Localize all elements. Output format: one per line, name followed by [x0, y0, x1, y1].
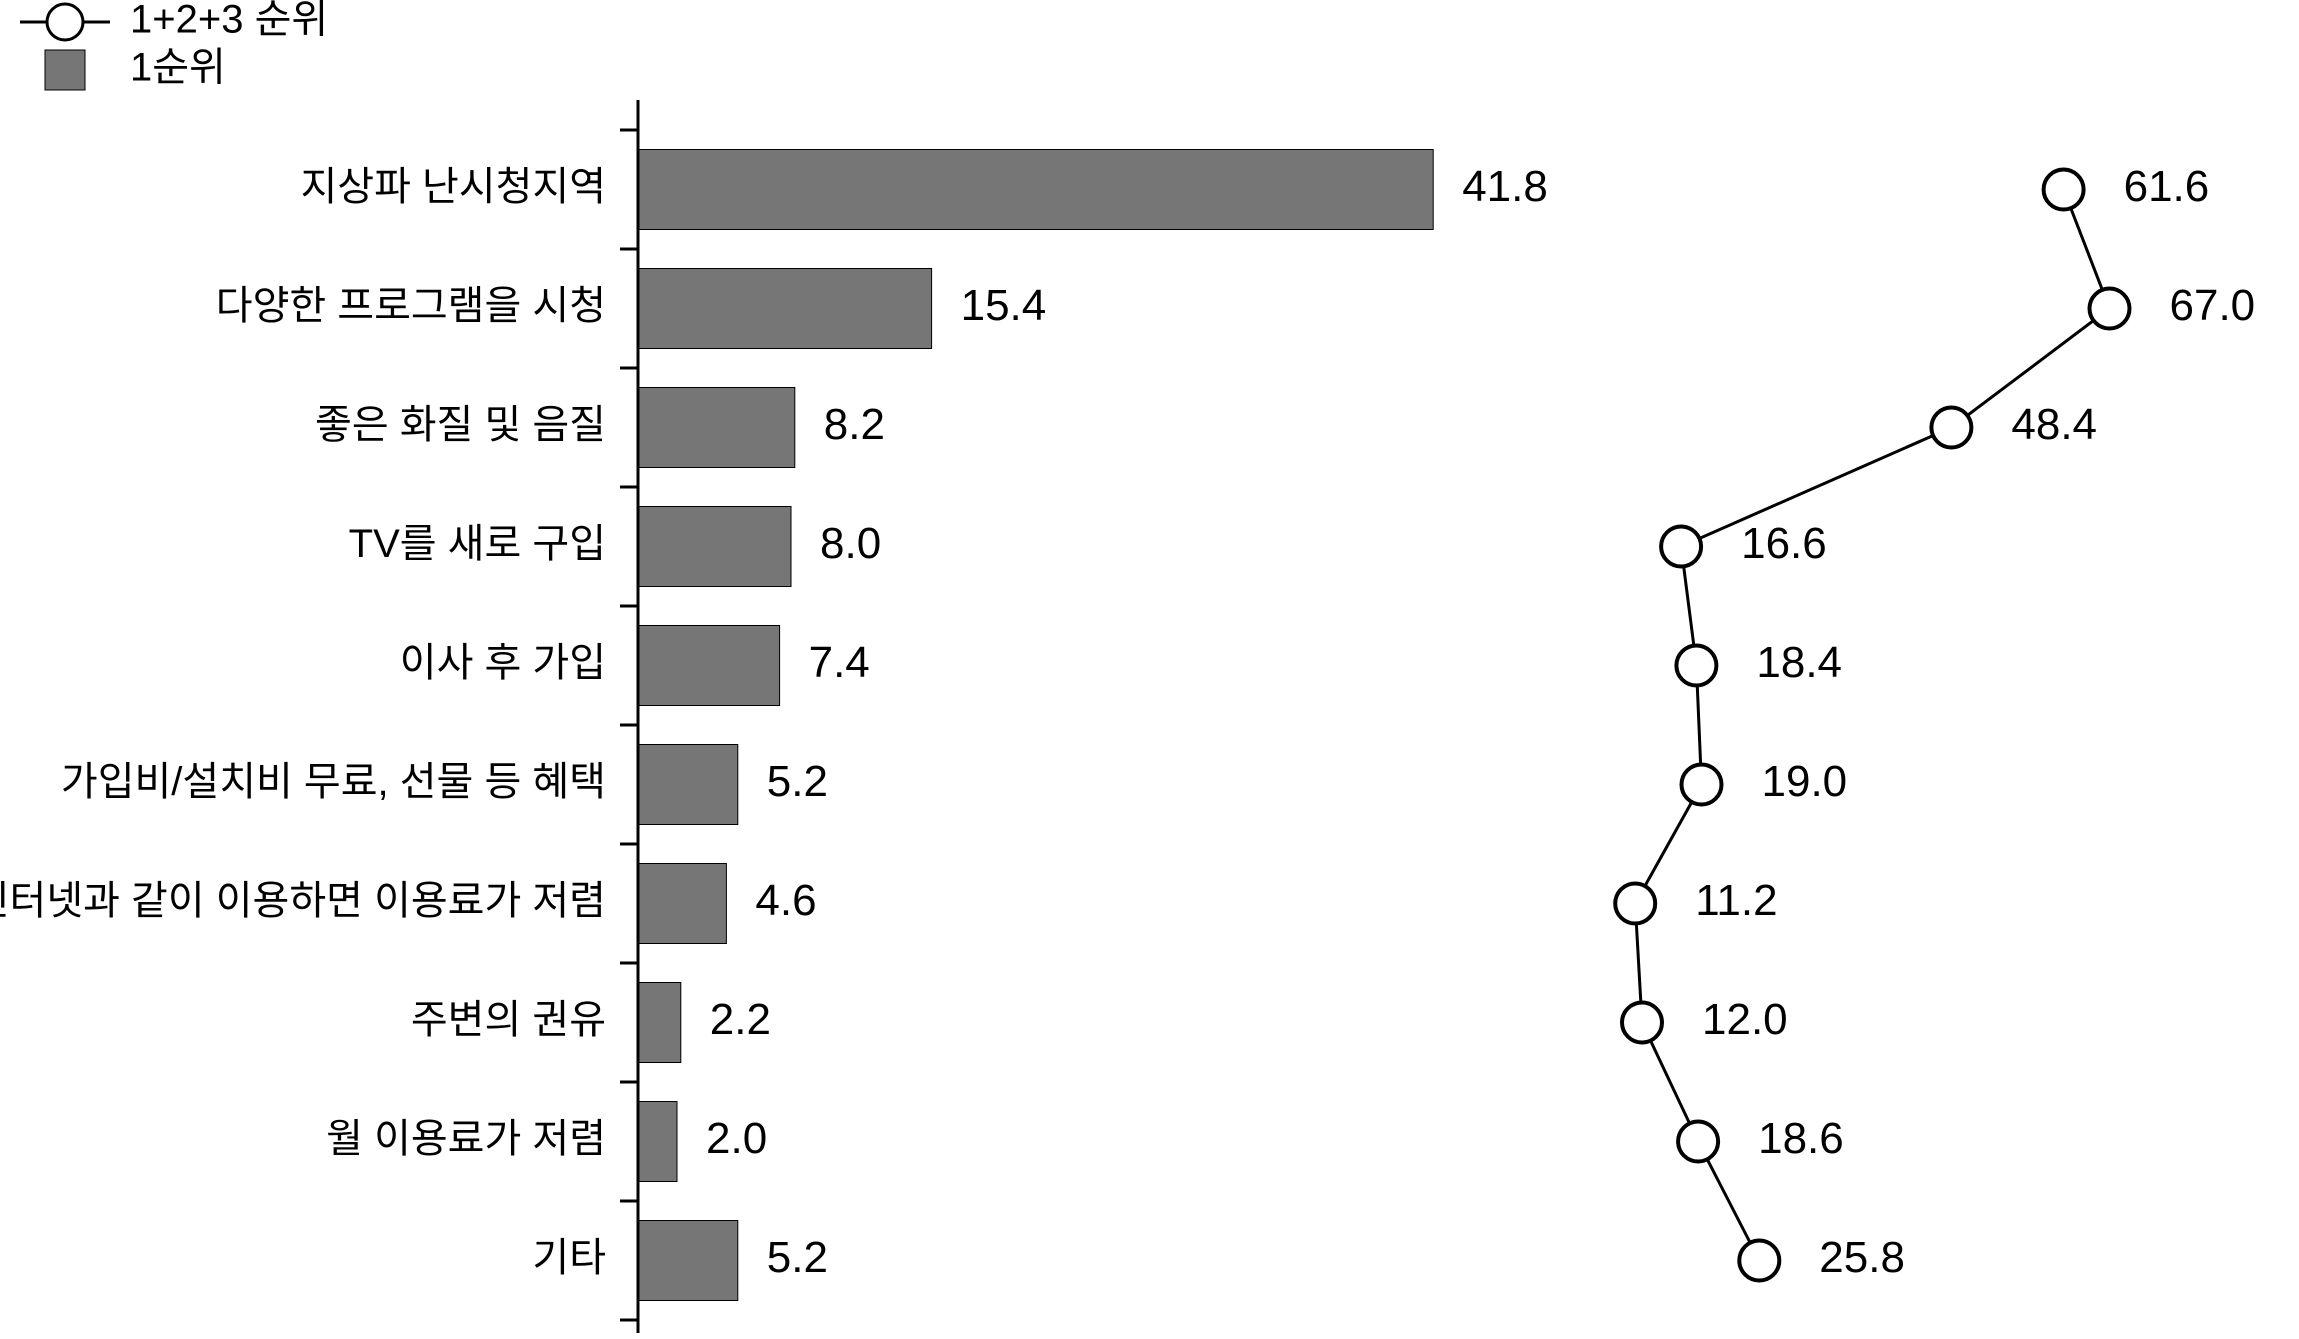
bar	[639, 388, 795, 468]
line-value: 48.4	[2011, 400, 2097, 449]
bar-value: 7.4	[809, 638, 870, 687]
bar	[639, 864, 726, 944]
category-label: 기타	[532, 1236, 606, 1280]
line-value: 25.8	[1819, 1233, 1905, 1282]
bar	[639, 626, 780, 706]
line-marker	[1615, 884, 1655, 924]
bar-value: 41.8	[1462, 162, 1548, 211]
line-value: 12.0	[1702, 995, 1788, 1044]
line-marker	[2044, 170, 2084, 210]
line-marker	[1661, 527, 1701, 567]
bar-value: 2.2	[710, 995, 771, 1044]
line-value: 67.0	[2170, 281, 2256, 330]
category-label: 주변의 권유	[411, 998, 606, 1042]
line-series	[1635, 190, 2109, 1261]
line-marker	[1678, 1122, 1718, 1162]
bar-value: 5.2	[767, 1233, 828, 1282]
line-value: 11.2	[1695, 876, 1777, 925]
line-value: 16.6	[1741, 519, 1827, 568]
legend-line-marker	[47, 4, 83, 40]
category-label: 가입비/설치비 무료, 선물 등 혜택	[61, 760, 606, 804]
legend-bar-label: 1순위	[130, 46, 226, 90]
bar-value: 15.4	[961, 281, 1047, 330]
line-marker	[1931, 408, 1971, 448]
line-value: 19.0	[1762, 757, 1848, 806]
bar-value: 8.0	[820, 519, 881, 568]
line-value: 18.4	[1756, 638, 1842, 687]
category-label: 다양한 프로그램을 시청	[216, 284, 606, 328]
bar	[639, 983, 681, 1063]
bar	[639, 1102, 677, 1182]
bar-value: 5.2	[767, 757, 828, 806]
category-label: TV를 새로 구입	[349, 522, 606, 566]
line-marker	[1739, 1241, 1779, 1281]
category-label: 좋은 화질 및 음질	[315, 403, 606, 447]
bar-value: 4.6	[755, 876, 816, 925]
line-marker	[2090, 289, 2130, 329]
bar	[639, 745, 738, 825]
chart-canvas: 1+2+3 순위1순위지상파 난시청지역 41.8 다양한 프로그램을 시청 15.4…	[0, 0, 2299, 1339]
bar	[639, 507, 791, 587]
category-label: 인터넷과 같이 이용하면 이용료가 저렴	[0, 879, 606, 923]
line-value: 61.6	[2124, 162, 2210, 211]
bar	[639, 1221, 738, 1301]
category-label: 월 이용료가 저렴	[326, 1117, 606, 1161]
legend-line-label: 1+2+3 순위	[130, 0, 328, 42]
bar	[639, 150, 1433, 230]
line-marker	[1622, 1003, 1662, 1043]
category-label: 지상파 난시청지역	[300, 165, 606, 209]
line-marker	[1682, 765, 1722, 805]
category-label: 이사 후 가입	[400, 641, 606, 685]
bar-value: 8.2	[824, 400, 885, 449]
bar	[639, 269, 932, 349]
bar-value: 2.0	[706, 1114, 767, 1163]
line-value: 18.6	[1758, 1114, 1844, 1163]
line-marker	[1676, 646, 1716, 686]
legend-bar-swatch	[45, 50, 85, 90]
